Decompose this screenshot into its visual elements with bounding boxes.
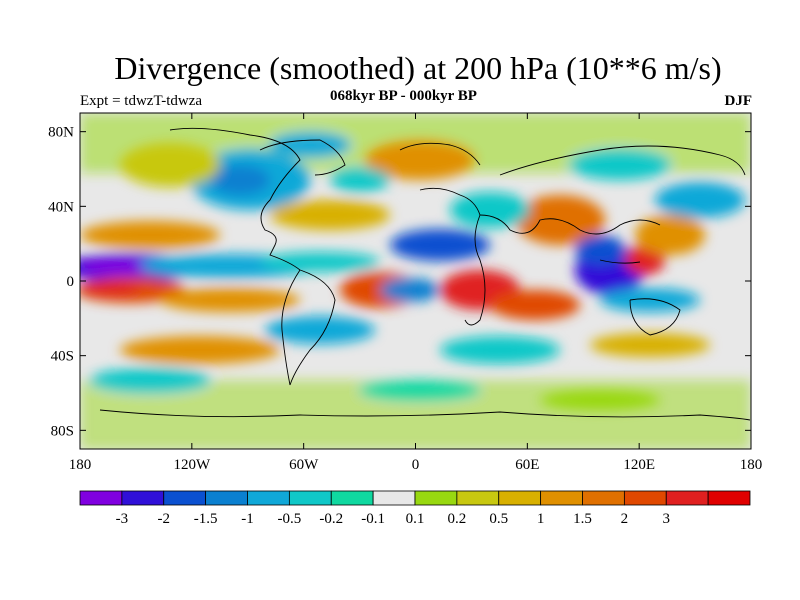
colorbar-swatch [330,490,374,506]
colorbar-swatch [372,490,416,506]
x-axis: 180 120W 60W 0 60E 120E 180 [69,113,763,473]
colorbar-swatch [247,490,290,506]
colorbar-swatch [288,490,332,506]
colorbar-swatch [121,490,165,506]
x-tick-label: 60W [289,457,319,473]
y-tick-label: 80S [51,423,74,439]
colorbar-swatch [707,490,751,506]
colorbar: -3 -2 -1.5 -1 -0.5 -0.2 -0.1 0.1 0.2 0.5 1 1.5 2 3 [79,490,751,527]
colorbar-swatch [623,490,667,506]
colorbar-swatch [498,490,542,506]
map-panel: 180 120W 60W 0 60E 120E 180 80N 40N 0 40S 80S [48,112,763,473]
x-tick-label: 180 [69,457,92,473]
y-tick-label: 80N [48,125,74,141]
colorbar-label: -2 [158,511,171,527]
colorbar-label: -1 [241,511,254,527]
colorbar-swatch [163,490,207,506]
colorbar-label: -1.5 [194,511,218,527]
experiment-label: Expt = tdwzT-tdwza [80,93,203,109]
colorbar-label: 0.2 [448,511,467,527]
x-tick-label: 180 [740,457,763,473]
colorbar-swatch [205,490,248,506]
colorbar-swatch [79,490,123,506]
colorbar-label: 0.1 [406,511,425,527]
y-tick-label: 40S [51,349,74,365]
colorbar-label: 2 [621,511,629,527]
colorbar-label: -0.1 [361,511,385,527]
season-label: DJF [724,93,753,109]
y-axis: 80N 40N 0 40S 80S [48,125,751,439]
map-title: Divergence (smoothed) at 200 hPa (10**6 … [114,50,722,86]
x-tick-label: 0 [412,457,420,473]
colorbar-swatch [540,490,583,506]
colorbar-swatch [582,490,625,506]
colorbar-label: 0.5 [489,511,508,527]
colorbar-swatch [414,490,458,506]
colorbar-swatch [665,490,709,506]
colorbar-label: -0.2 [319,511,343,527]
map-subtitle: 068kyr BP - 000kyr BP [330,88,477,104]
x-tick-label: 60E [515,457,539,473]
y-tick-label: 0 [67,274,75,290]
y-tick-label: 40N [48,199,74,215]
x-tick-label: 120W [173,457,211,473]
colorbar-label: -3 [116,511,129,527]
colorbar-label: 1.5 [573,511,592,527]
contour-field [80,113,751,449]
colorbar-label: 3 [663,511,671,527]
x-tick-label: 120E [623,457,655,473]
colorbar-label: 1 [537,511,545,527]
coastlines [99,127,751,421]
colorbar-label: -0.5 [278,511,302,527]
colorbar-swatch [456,490,500,506]
